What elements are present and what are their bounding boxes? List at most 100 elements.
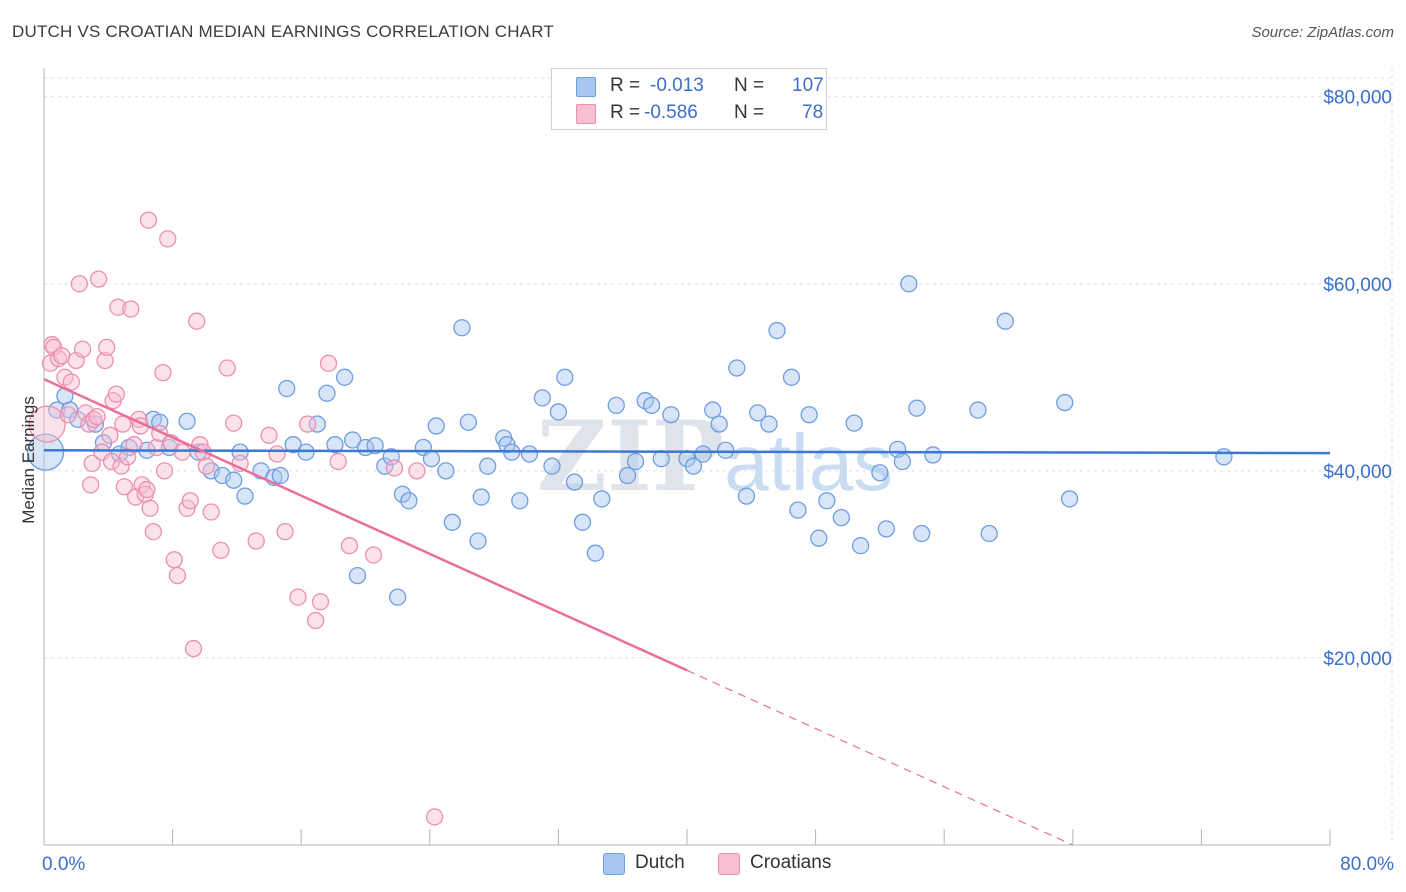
dutch-point [908, 399, 926, 417]
croatians-swatch [576, 104, 596, 124]
dutch-point [1215, 448, 1233, 466]
dutch-swatch [576, 77, 596, 97]
croatians-point [43, 335, 61, 354]
croatians-point [168, 566, 187, 585]
dutch-point [684, 457, 703, 475]
croatians-point [28, 405, 66, 443]
dutch-point [393, 485, 412, 503]
croatians-point [62, 373, 80, 391]
croatians-point [247, 532, 265, 550]
croatians-point [159, 230, 177, 248]
dutch-point [768, 321, 786, 340]
dutch-point [382, 448, 400, 466]
x-tick-label: 80.0% [1340, 854, 1394, 875]
croatians-point [49, 349, 68, 368]
croatians-point [340, 537, 359, 555]
dutch-point [642, 396, 661, 415]
croatians-point [138, 480, 156, 499]
croatians-point [212, 541, 230, 560]
dutch-point [284, 436, 302, 454]
dutch-point [573, 513, 592, 531]
dutch-point [996, 312, 1014, 330]
croatians-swatch [718, 853, 740, 875]
r-label: R = [610, 102, 641, 123]
dutch-point [818, 492, 836, 510]
croatians-point [85, 410, 103, 429]
croatians-point [311, 593, 330, 611]
croatians-point [101, 426, 119, 444]
dutch-point [626, 452, 645, 471]
y-tick-label: $40,000 [1323, 462, 1392, 483]
croatians-point [260, 426, 278, 444]
croatians-point [154, 363, 172, 382]
y-axis-label: Median Earnings [19, 396, 38, 524]
croatians-point [53, 347, 71, 365]
correlation-legend: R = -0.013 N = 107 R = -0.586 N = 78 [551, 68, 827, 130]
x-tick-label: 0.0% [42, 854, 85, 875]
dutch-point [388, 588, 407, 606]
dutch-point [704, 401, 722, 419]
croatians-point [102, 452, 121, 471]
dutch-point [1056, 393, 1074, 412]
r-label: R = [610, 75, 641, 96]
n-label: N = [734, 75, 765, 96]
dutch-swatch [603, 853, 625, 875]
dutch-point [178, 412, 196, 430]
dutch-point [913, 524, 931, 543]
croatians-point [408, 462, 426, 480]
dutch-point [1060, 490, 1079, 508]
croatians-point [122, 300, 140, 318]
croatians-point [385, 459, 404, 477]
croatians-point [83, 454, 101, 473]
croatians-point [81, 476, 100, 494]
n-label: N = [734, 102, 765, 123]
croatians-point [155, 462, 174, 480]
dutch-point [437, 462, 455, 480]
croatians-point [125, 436, 143, 454]
dutch-point [900, 275, 918, 293]
croatians-point [112, 457, 130, 475]
legend-label: Dutch [635, 852, 685, 873]
dutch-point [877, 520, 895, 538]
dutch-point [427, 417, 445, 435]
croatians-point [197, 457, 216, 475]
dutch-point [800, 406, 818, 424]
dutch-point [728, 359, 746, 377]
croatians-point [319, 354, 338, 372]
dutch-point [593, 490, 611, 508]
dutch-point [618, 466, 637, 485]
dutch-point [549, 403, 568, 421]
dutch-point [607, 396, 625, 415]
dutch-point [318, 384, 336, 402]
croatians-point [115, 478, 134, 496]
dutch-point [511, 492, 529, 510]
dutch-point [924, 446, 942, 464]
dutch-trend-line [43, 449, 1331, 455]
dutch-point [213, 466, 232, 485]
dutch-point [782, 368, 801, 386]
dutch-point [851, 537, 870, 555]
croatians-point [70, 275, 89, 293]
dutch-point [271, 466, 289, 485]
croatians-point [73, 340, 92, 358]
dutch-point [565, 473, 584, 491]
dutch-point [694, 445, 712, 463]
croatians-point [98, 338, 116, 357]
croatians-point [107, 385, 125, 403]
data-points [26, 211, 1233, 826]
croatians-point [425, 808, 444, 826]
dutch-point [326, 436, 344, 454]
dutch-point [969, 401, 987, 419]
dutch-point [343, 431, 362, 449]
watermark-zip: ZIP [537, 400, 724, 513]
dutch-point [845, 414, 863, 432]
dutch-point [652, 450, 670, 468]
dutch-point [832, 508, 850, 527]
dutch-point [893, 452, 912, 471]
y-tick-label: $60,000 [1323, 275, 1392, 296]
croatians-point [96, 351, 114, 370]
dutch-point [472, 488, 490, 506]
croatians-point [173, 443, 191, 461]
croatians-trend-line-extension [686, 669, 1074, 846]
